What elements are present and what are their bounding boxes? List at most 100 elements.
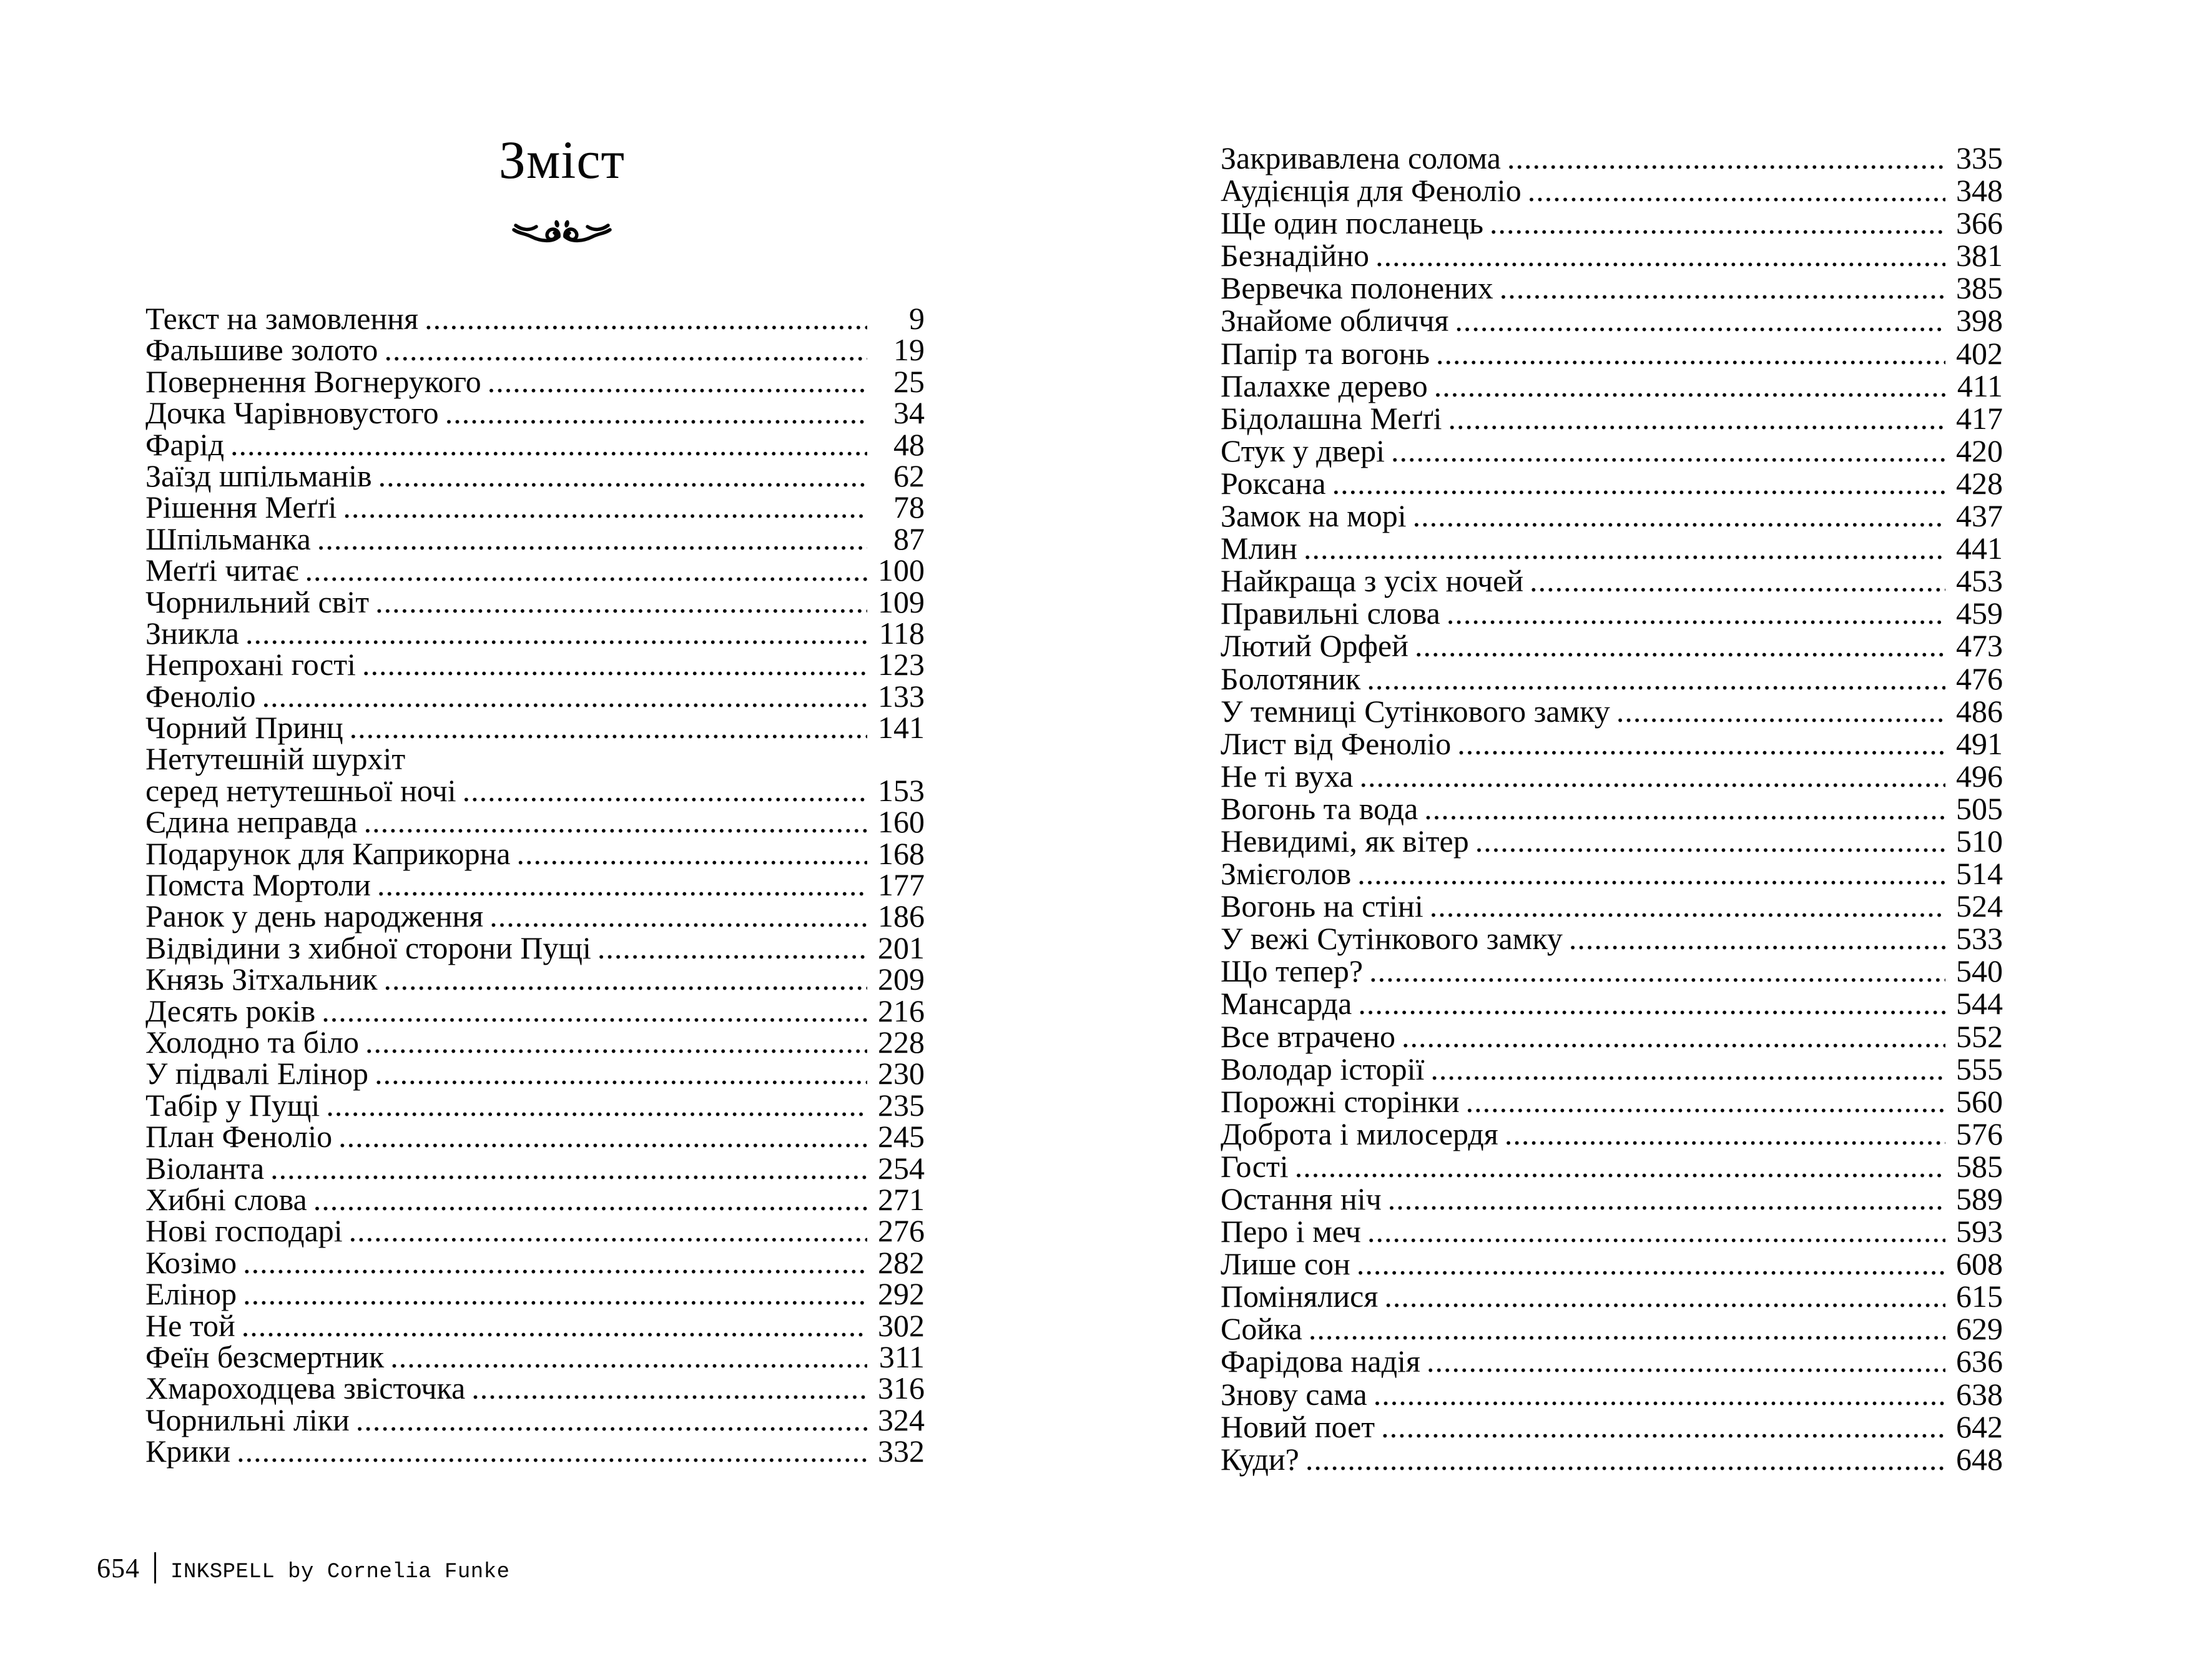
dot-leader <box>1424 792 1945 824</box>
toc-row: Меґґі читає 100 <box>145 553 925 588</box>
dot-leader <box>1375 239 1945 271</box>
dot-leader <box>1616 694 1945 727</box>
chapter-title: Помста Мортоли <box>145 867 371 903</box>
dot-leader <box>1415 629 1945 661</box>
chapter-title: Крики <box>145 1434 231 1469</box>
chapter-title: Князь Зітхальник <box>145 962 378 997</box>
toc-row: У вежі Сутінкового замку 533 <box>1221 921 2003 957</box>
dot-leader <box>1357 1247 1945 1279</box>
toc-row: Безнадійно 381 <box>1221 239 2003 273</box>
chapter-title: Десять років <box>145 993 316 1028</box>
chapter-title: Фарід <box>145 426 225 462</box>
toc-row: Мансарда 544 <box>1221 987 2003 1021</box>
toc-row: Нетутешній шурхіт <box>145 741 925 777</box>
chapter-title: Порожні сторінки <box>1221 1083 1460 1119</box>
dot-leader <box>1367 1214 1945 1247</box>
chapter-title: Непрохані гості <box>145 647 356 682</box>
page-number: 302 <box>878 1307 925 1343</box>
toc-row: Володар історії 555 <box>1221 1051 2003 1086</box>
page-number: 186 <box>878 898 925 934</box>
dot-leader <box>365 1025 867 1056</box>
page-number: 25 <box>893 363 925 399</box>
toc-row: Все втрачено 552 <box>1221 1019 2003 1053</box>
chapter-title: Рішення Меґґі <box>145 490 337 525</box>
dot-leader <box>1436 337 1945 369</box>
dot-leader <box>322 994 867 1025</box>
dot-leader <box>349 1214 867 1245</box>
page-number: 118 <box>878 615 925 651</box>
toc-column-right: Закривавлена солома335Аудієнція для Фено… <box>1221 141 2003 1477</box>
dot-leader <box>1434 369 1945 401</box>
page-number: 441 <box>1956 531 2003 566</box>
toc-row: Крики 332 <box>145 1434 925 1469</box>
toc-row: Лист від Феноліо 491 <box>1221 726 2003 761</box>
chapter-title: Знову сама <box>1221 1376 1367 1412</box>
toc-row: Дочка Чарівновустого 34 <box>145 395 925 431</box>
toc-row: Фарід 48 <box>145 426 925 462</box>
toc-row: Порожні сторінки 560 <box>1221 1083 2003 1119</box>
page-title: Зміст <box>498 130 626 190</box>
toc-row: Знайоме обличчя 398 <box>1221 303 2003 338</box>
toc-row: Зникла 118 <box>145 616 925 650</box>
dot-leader <box>1367 662 1945 694</box>
chapter-title: Феїн безсмертник <box>145 1339 385 1374</box>
page-number: 593 <box>1956 1214 2003 1249</box>
toc-row: Елінор 292 <box>145 1277 925 1311</box>
chapter-title: Млин <box>1221 531 1297 566</box>
toc-row: Фарідова надія 636 <box>1221 1344 2003 1379</box>
page-number: 385 <box>1956 270 2003 306</box>
toc-row: Куди? 648 <box>1221 1442 2003 1476</box>
dot-leader <box>1457 727 1945 759</box>
page-number: 585 <box>1956 1148 2003 1184</box>
toc-row: Холодно та біло 228 <box>145 1025 925 1059</box>
toc-row: Феноліо 133 <box>145 678 925 714</box>
chapter-title: Доброта і милосердя <box>1221 1116 1498 1151</box>
dot-leader <box>445 396 867 427</box>
dot-leader <box>1358 987 1945 1019</box>
toc-row: Заїзд шпільманів 62 <box>145 458 925 493</box>
dot-leader <box>1455 303 1945 336</box>
chapter-title: Роксана <box>1221 465 1326 501</box>
chapter-title: Феноліо <box>145 678 256 714</box>
page-number: 411 <box>1957 368 2003 403</box>
dot-leader <box>305 553 867 584</box>
page-number: 486 <box>1956 693 2003 729</box>
chapter-title: Нові господарі <box>145 1213 343 1249</box>
dot-leader <box>1402 1020 1945 1052</box>
page-number: 402 <box>1956 335 2003 371</box>
dot-leader <box>1528 174 1945 206</box>
chapter-title: Нетутешній шурхіт <box>145 741 406 777</box>
dot-leader <box>517 837 867 868</box>
chapter-title: Ще один посланець <box>1221 205 1483 241</box>
chapter-title: Дочка Чарівновустого <box>145 395 439 431</box>
chapter-title: У вежі Сутінкового замку <box>1221 921 1563 957</box>
running-title: INKSPELL by Cornelia Funke <box>170 1560 510 1584</box>
page-number: 34 <box>893 395 925 431</box>
chapter-title: Новий поет <box>1221 1409 1375 1444</box>
dot-leader <box>597 931 867 962</box>
chapter-title: Повернення Вогнерукого <box>145 363 481 399</box>
toc-row: У темниці Сутінкового замку 486 <box>1221 693 2003 729</box>
chapter-title: Змієголов <box>1221 856 1352 892</box>
toc-row: Що тепер? 540 <box>1221 954 2003 988</box>
chapter-title: У підвалі Елінор <box>145 1056 369 1091</box>
dot-leader <box>343 490 867 521</box>
dot-leader <box>1304 531 1945 564</box>
chapter-title: Знайоме обличчя <box>1221 303 1449 338</box>
chapter-title: Козімо <box>145 1244 237 1280</box>
page-number: 428 <box>1956 465 2003 501</box>
toc-row: Перо і меч 593 <box>1221 1214 2003 1249</box>
dot-leader <box>317 522 867 553</box>
chapter-title: План Феноліо <box>145 1119 333 1154</box>
chapter-title: Хмароходцева звісточка <box>145 1371 466 1406</box>
toc-row: Остання ніч 589 <box>1221 1181 2003 1216</box>
dot-leader <box>350 711 867 742</box>
toc-row: Палахке дерево 411 <box>1221 368 2003 403</box>
toc-row: Рішення Меґґі 78 <box>145 490 925 525</box>
toc-row: Змієголов 514 <box>1221 856 2003 892</box>
page-number: 524 <box>1956 889 2003 924</box>
dot-leader <box>375 585 867 616</box>
chapter-title: Остання ніч <box>1221 1181 1382 1216</box>
toc-row: Віоланта 254 <box>145 1151 925 1185</box>
chapter-title: Аудієнція для Феноліо <box>1221 173 1521 209</box>
